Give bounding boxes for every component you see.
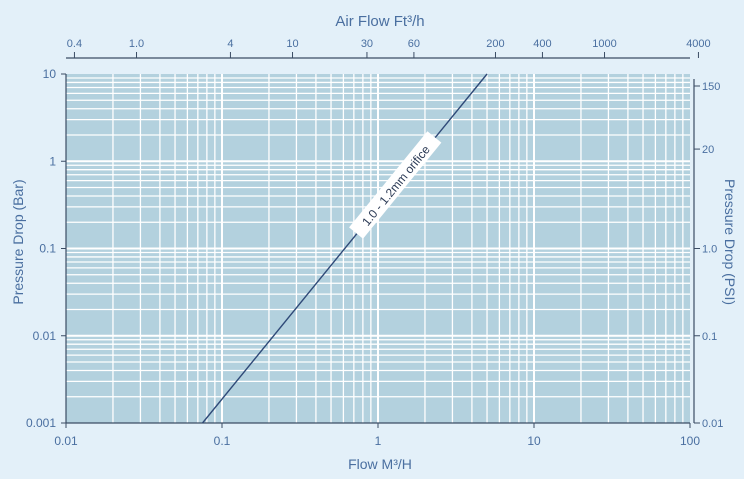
- top-tick-label: 1000: [592, 38, 616, 50]
- bottom-tick-label: 10: [527, 434, 541, 448]
- left-tick-label: 0.01: [33, 329, 57, 343]
- left-axis-label: Pressure Drop (Bar): [10, 179, 26, 304]
- left-tick-label: 0.001: [26, 416, 56, 430]
- series-line: [201, 73, 488, 424]
- top-tick-label: 30: [361, 38, 373, 50]
- right-tick-label: 0.1: [702, 331, 717, 343]
- left-tick-label: 1: [49, 154, 56, 168]
- bottom-axis-label: Flow M³/H: [348, 456, 412, 472]
- right-tick-label: 0.01: [702, 418, 723, 430]
- left-tick-label: 0.1: [39, 242, 56, 256]
- top-tick-label: 4000: [686, 38, 710, 50]
- top-axis-label: Air Flow Ft³/h: [335, 13, 424, 30]
- bottom-tick-label: 0.01: [54, 434, 78, 448]
- right-tick-label: 20: [702, 144, 714, 156]
- bottom-tick-label: 1: [375, 434, 382, 448]
- top-tick-label: 1.0: [129, 38, 144, 50]
- top-tick-label: 10: [286, 38, 298, 50]
- series-label-background: [349, 131, 442, 239]
- top-tick-label: 400: [533, 38, 551, 50]
- right-axis-label: Pressure Drop (PSI): [722, 179, 738, 305]
- bottom-tick-label: 0.1: [214, 434, 231, 448]
- bottom-tick-label: 100: [680, 434, 700, 448]
- top-tick-label: 4: [227, 38, 233, 50]
- right-tick-label: 1.0: [702, 244, 717, 256]
- top-tick-label: 0.4: [67, 38, 82, 50]
- left-tick-label: 10: [43, 67, 57, 81]
- top-tick-label: 60: [408, 38, 420, 50]
- top-tick-label: 200: [486, 38, 504, 50]
- right-tick-label: 150: [702, 81, 720, 93]
